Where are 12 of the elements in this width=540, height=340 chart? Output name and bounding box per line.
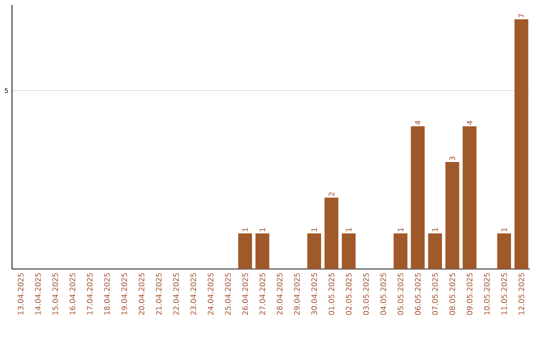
bar — [255, 233, 270, 269]
bar — [462, 126, 476, 269]
bar — [497, 233, 512, 269]
bar — [394, 233, 408, 269]
bar — [445, 162, 460, 269]
bar — [410, 126, 425, 269]
bar — [514, 19, 528, 269]
bar — [342, 233, 356, 269]
bar — [324, 198, 338, 269]
bar — [307, 233, 322, 269]
bar — [428, 233, 442, 269]
bar — [238, 233, 252, 269]
